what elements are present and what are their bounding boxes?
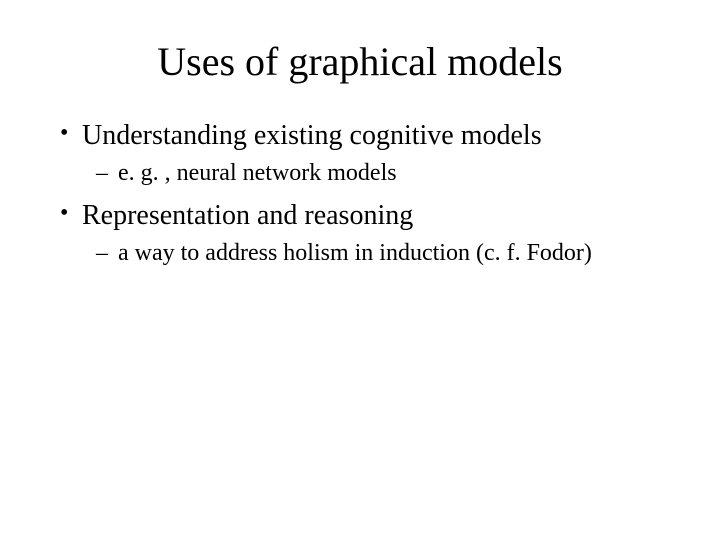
sub-bullet-list: e. g. , neural network models: [54, 157, 666, 189]
sub-bullet-item: a way to address holism in induction (c.…: [54, 237, 666, 269]
slide-title: Uses of graphical models: [54, 38, 666, 85]
bullet-item: Representation and reasoning: [54, 197, 666, 235]
sub-bullet-text: a way to address holism in induction (c.…: [118, 240, 592, 266]
bullet-text: Representation and reasoning: [82, 200, 413, 231]
sub-bullet-text: e. g. , neural network models: [118, 160, 397, 186]
slide-container: Uses of graphical models Understanding e…: [0, 0, 720, 540]
bullet-item: Understanding existing cognitive models: [54, 117, 666, 155]
sub-bullet-item: e. g. , neural network models: [54, 157, 666, 189]
bullet-text: Understanding existing cognitive models: [82, 120, 542, 151]
sub-bullet-list: a way to address holism in induction (c.…: [54, 237, 666, 269]
bullet-list: Understanding existing cognitive models …: [54, 117, 666, 269]
